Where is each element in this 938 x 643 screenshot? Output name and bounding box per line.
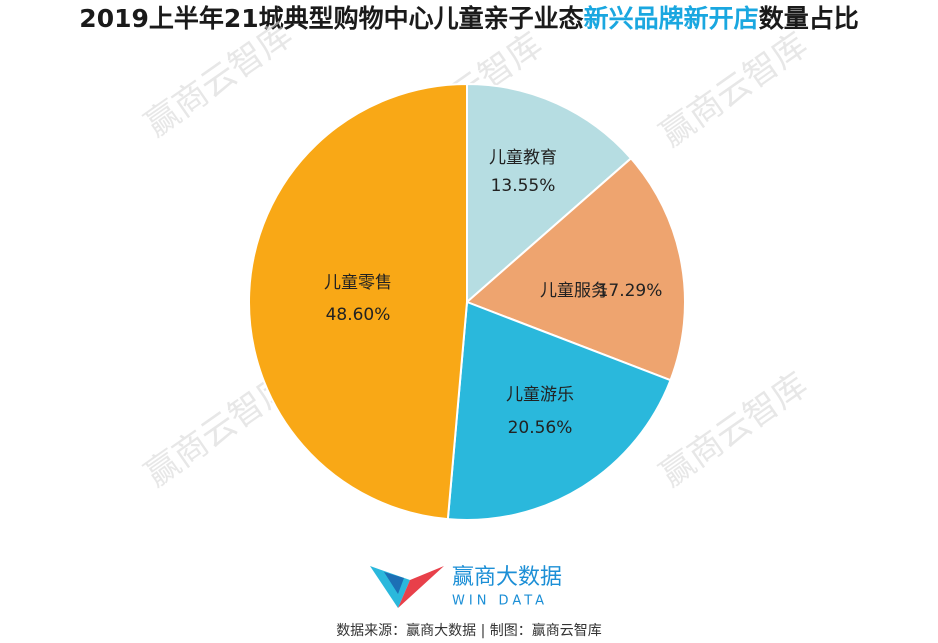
slice-label: 儿童服务 — [540, 281, 608, 301]
pie-slice — [446, 300, 672, 521]
slice-label: 儿童教育 — [489, 148, 557, 168]
value-label: 17.29% — [598, 281, 663, 301]
chart-title: 2019上半年21城典型购物中心儿童亲子业态新兴品牌新开店数量占比 — [79, 4, 858, 33]
logo-sub: WIN DATA — [452, 594, 548, 609]
value-label: 13.55% — [491, 176, 556, 196]
logo-icon — [398, 566, 444, 608]
slice-label: 儿童游乐 — [506, 385, 574, 405]
watermark: 赢商云智库 — [138, 15, 300, 145]
value-label: 48.60% — [326, 305, 391, 325]
watermark: 赢商云智库 — [653, 365, 815, 495]
source: 数据来源：赢商大数据 | 制图：赢商云智库 — [336, 622, 602, 639]
value-label: 20.56% — [508, 418, 573, 438]
pie — [248, 82, 686, 521]
pie-slice — [248, 82, 468, 521]
title-part: 2019上半年21城典型购物中心儿童亲子业态 — [79, 4, 583, 33]
pie-slice — [465, 156, 686, 382]
logo-icon — [370, 566, 410, 608]
pie-slice — [466, 82, 633, 305]
logo: 赢商大数据 WIN DATA — [370, 565, 562, 609]
title-part: 新兴品牌新开店 — [584, 4, 759, 33]
title-part: 数量占比 — [759, 4, 859, 33]
logo-name: 赢商大数据 — [452, 565, 562, 590]
slice-label: 儿童零售 — [324, 273, 392, 293]
watermark: 赢商云智库 — [653, 25, 815, 155]
logo-icon — [384, 572, 404, 594]
